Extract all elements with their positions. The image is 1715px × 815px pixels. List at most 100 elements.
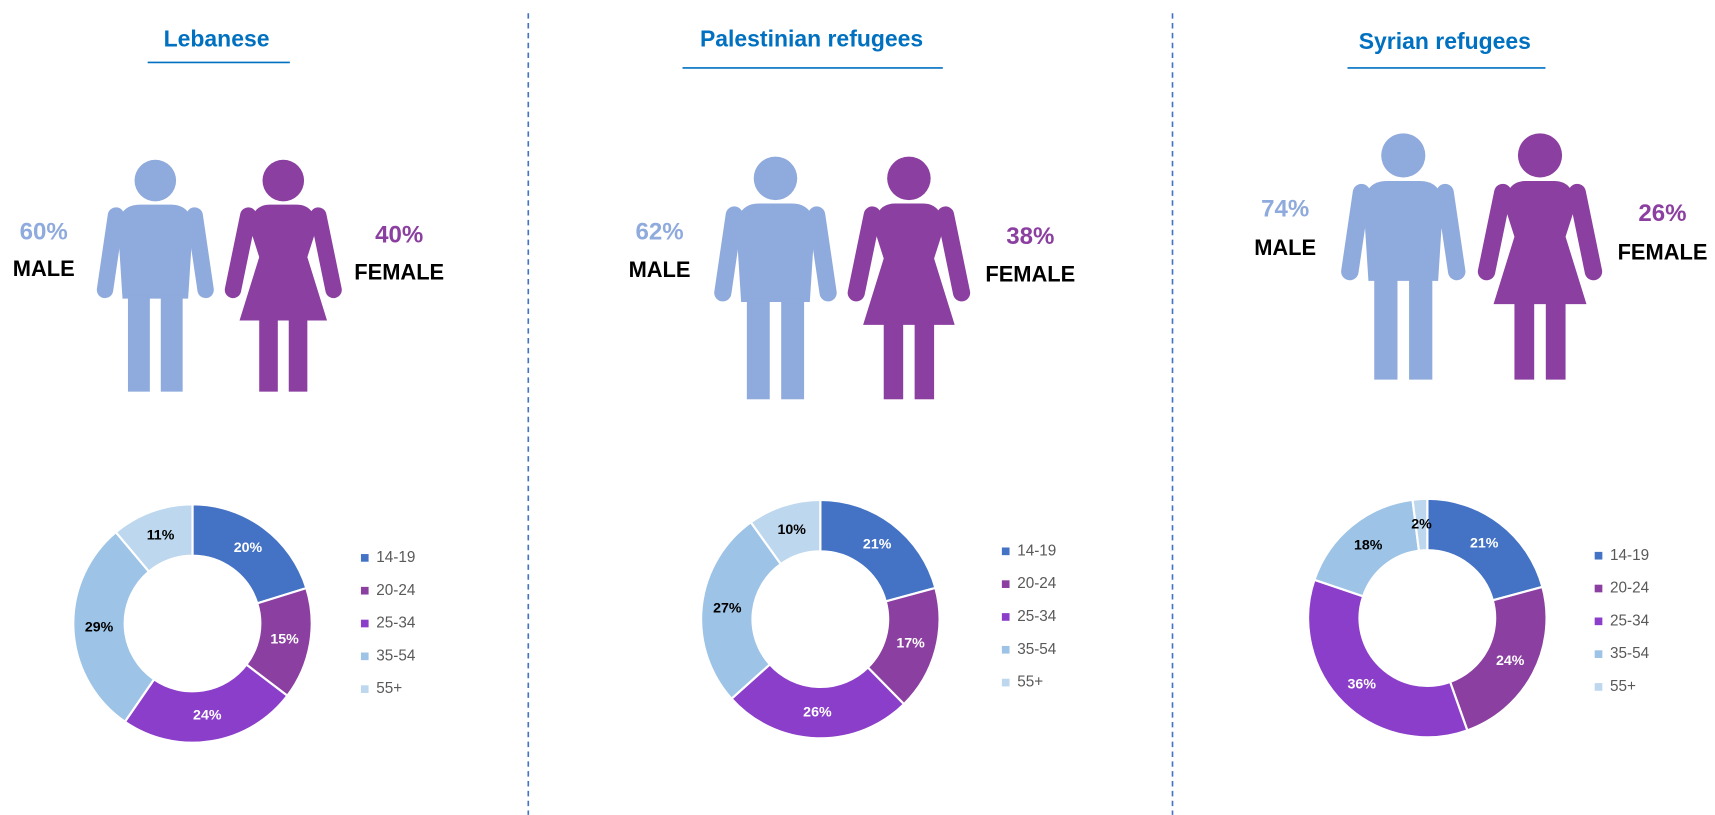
- male-figure: [96, 159, 214, 392]
- arm: [1341, 183, 1371, 281]
- male-figure: [1341, 133, 1466, 380]
- donut-segment: [730, 662, 906, 740]
- segment-label: 27%: [713, 601, 742, 617]
- segment-label: 29%: [85, 620, 114, 636]
- legend-swatch: [1001, 580, 1010, 588]
- legend-label: 25-34: [1017, 608, 1057, 625]
- donut-segment: [819, 498, 937, 603]
- segment-label: 15%: [270, 632, 299, 648]
- legend-swatch: [1594, 650, 1603, 658]
- donut-segment: [1448, 585, 1548, 732]
- donut-segment: [1426, 497, 1544, 602]
- segment-label: 10%: [777, 522, 806, 538]
- female-label: FEMALE: [1618, 240, 1708, 265]
- female-figure: [847, 156, 971, 400]
- torso: [118, 204, 193, 299]
- head: [262, 159, 305, 202]
- leg: [1409, 277, 1433, 380]
- leg: [1514, 301, 1535, 380]
- legend-swatch: [1594, 683, 1603, 691]
- arm: [1436, 183, 1466, 281]
- panel-title: Lebanese: [164, 26, 270, 52]
- leg: [746, 298, 770, 400]
- male-percent: 62%: [635, 218, 683, 245]
- legend-swatch: [1594, 584, 1603, 593]
- head: [1381, 133, 1426, 178]
- segment-label: 21%: [1470, 536, 1499, 552]
- donut-segment: [700, 520, 783, 701]
- legend-label: 14-19: [1017, 542, 1056, 559]
- legend-swatch: [1594, 551, 1603, 560]
- legend-label: 25-34: [1610, 612, 1650, 629]
- legend-swatch: [1001, 613, 1010, 621]
- male-percent: 74%: [1261, 195, 1309, 222]
- leg: [160, 295, 183, 392]
- panel-title: Syrian refugees: [1359, 28, 1531, 54]
- arm: [714, 206, 743, 302]
- male-figure: [714, 156, 837, 400]
- donut-segment: [72, 530, 156, 724]
- female-figure: [224, 159, 342, 392]
- legend-label: 14-19: [1610, 547, 1649, 564]
- torso: [239, 204, 328, 321]
- female-percent: 26%: [1638, 200, 1686, 227]
- segment-label: 26%: [803, 704, 832, 720]
- male-label: MALE: [13, 256, 75, 281]
- head: [134, 159, 177, 202]
- segment-label: 36%: [1348, 676, 1377, 692]
- leg: [288, 318, 308, 392]
- legend-swatch: [1001, 645, 1010, 654]
- legend-swatch: [1001, 678, 1010, 687]
- legend-label: 25-34: [376, 615, 416, 632]
- head: [753, 156, 798, 201]
- legend-swatch: [360, 554, 369, 562]
- segment-label: 11%: [147, 527, 175, 543]
- head: [1517, 133, 1563, 178]
- female-percent: 38%: [1006, 223, 1054, 250]
- segment-label: 24%: [193, 708, 222, 724]
- donut-segment: [114, 503, 194, 574]
- leg: [1545, 301, 1566, 380]
- arm: [808, 206, 837, 302]
- female-label: FEMALE: [354, 259, 444, 284]
- head: [887, 156, 931, 201]
- legend-label: 14-19: [376, 549, 415, 566]
- legend-swatch: [1594, 617, 1603, 626]
- arm: [1477, 183, 1512, 281]
- female-percent: 40%: [375, 222, 423, 249]
- legend-label: 35-54: [1017, 641, 1057, 658]
- female-label: FEMALE: [985, 261, 1075, 286]
- leg: [781, 298, 805, 400]
- arm: [936, 206, 971, 302]
- legend-swatch: [360, 652, 369, 661]
- arm: [186, 207, 214, 299]
- segment-label: 2%: [1411, 516, 1432, 532]
- leg: [914, 322, 935, 400]
- legend-label: 55+: [1610, 678, 1636, 695]
- torso: [1363, 180, 1443, 281]
- arm: [1568, 183, 1603, 281]
- torso: [736, 203, 815, 302]
- arm: [847, 206, 881, 302]
- segment-label: 24%: [1496, 653, 1525, 669]
- legend-swatch: [1001, 547, 1010, 556]
- arm: [96, 207, 125, 299]
- male-label: MALE: [1254, 235, 1316, 260]
- donut-segment: [1307, 578, 1469, 739]
- donut-segment: [749, 498, 822, 566]
- male-label: MALE: [629, 257, 691, 282]
- female-figure: [1477, 133, 1603, 380]
- donut-segment: [1411, 497, 1429, 552]
- segment-label: 21%: [863, 537, 892, 553]
- legend-label: 20-24: [1610, 580, 1650, 597]
- panel-title: Palestinian refugees: [700, 26, 923, 52]
- arm: [224, 207, 257, 299]
- legend-swatch: [360, 586, 369, 595]
- legend-label: 35-54: [376, 647, 416, 664]
- legend-label: 35-54: [1610, 645, 1650, 662]
- leg: [259, 318, 278, 392]
- torso: [1493, 180, 1587, 305]
- leg: [1374, 277, 1398, 380]
- leg: [883, 322, 904, 400]
